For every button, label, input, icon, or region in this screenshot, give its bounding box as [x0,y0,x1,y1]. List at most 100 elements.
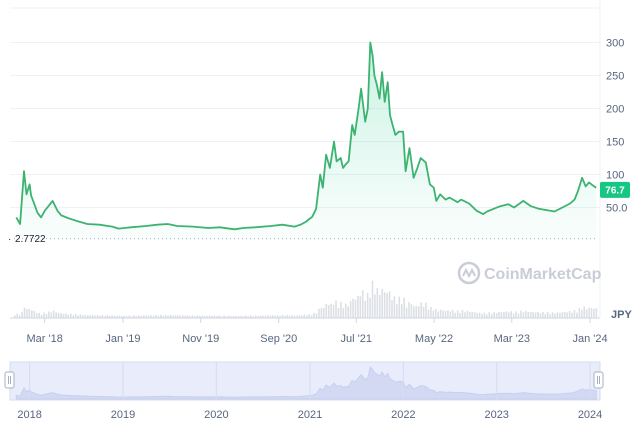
volume-bar [354,299,357,318]
volume-bar [18,315,21,318]
volume-bar [140,315,143,318]
volume-bar [500,312,503,318]
volume-bar [576,312,578,318]
volume-bar [313,312,315,318]
volume-bar [588,307,590,318]
volume-bar [449,311,452,318]
volume-bar [45,314,48,318]
volume-bar [55,312,57,318]
range-navigator[interactable] [4,361,604,401]
volume-bar [257,316,259,318]
volume-bar [281,314,284,318]
volume-bar [235,316,238,318]
volume-bar [16,313,19,318]
x-tick-label: Nov '19 [182,333,219,345]
volume-bar [169,314,172,318]
volume-bar [274,315,276,318]
volume-bar [225,316,228,318]
volume-bar [65,313,67,318]
volume-bar [206,315,208,318]
volume-bar [563,311,566,318]
volume-bar [208,315,211,318]
navigator-left-handle[interactable] [4,371,15,389]
volume-bar [439,309,442,318]
volume-bar [393,296,396,318]
volume-bar [408,302,410,318]
volume-bar [288,315,291,318]
volume-bar [512,313,515,318]
volume-bar [72,315,74,318]
volume-bar [150,315,152,318]
volume-bar [381,288,384,318]
volume-bar [89,315,92,318]
volume-bar [189,316,191,318]
volume-bar [230,316,233,318]
volume-bar [571,312,573,318]
volume-bar [432,310,435,318]
volume-bar [155,315,157,318]
volume-bar [335,300,337,318]
volume-bar [379,295,381,318]
volume-bar [254,315,257,318]
navigator-tick-label: 2021 [298,409,322,421]
volume-bar [464,312,466,318]
volume-bar [43,312,45,318]
navigator-right-handle[interactable] [593,371,604,389]
volume-bar [546,312,549,318]
coinmarketcap-logo-icon [457,261,481,285]
volume-bar [403,297,405,318]
volume-bar [507,312,510,318]
volume-bar [164,314,167,318]
volume-bar [425,302,427,318]
volume-bar [303,314,306,318]
volume-bar [67,314,70,318]
volume-bar [264,315,267,318]
volume-bar [306,315,308,318]
volume-bar [84,314,87,318]
volume-bar [133,315,135,318]
volume-bar [461,310,464,318]
volume-bar [82,315,84,318]
volume-bar [417,306,420,318]
volume-bar [250,315,252,318]
volume-bar [116,315,118,318]
volume-bar [420,302,422,318]
volume-bar [437,311,439,318]
volume-bar [147,315,150,318]
volume-bar [267,315,269,318]
volume-bar [344,303,347,318]
x-tick-label: Mar '18 [27,333,63,345]
volume-bar [320,307,323,318]
volume-bar [31,310,33,318]
volume-bar [247,316,250,318]
volume-bar [191,315,194,318]
volume-bar [242,316,245,318]
volume-bar [215,316,218,318]
volume-bar [413,306,415,318]
volume-bar [145,315,147,318]
volume-bar [396,304,398,318]
volume-bar [444,310,447,318]
price-line [15,41,597,231]
navigator-tick-label: 2023 [484,409,508,421]
volume-bar [138,315,140,318]
volume-bar [35,313,38,318]
x-tick-label: May '22 [415,333,453,345]
volume-bar [554,313,556,318]
watermark-text: CoinMarketCap [484,266,602,283]
navigator-tick-label: 2019 [111,409,135,421]
volume-bar [454,312,457,318]
volume-bar [490,313,493,318]
volume-bar [525,310,527,318]
volume-bar [469,311,471,318]
volume-bar [318,308,320,318]
volume-bar [537,311,539,318]
coinmarketcap-watermark: CoinMarketCap [457,261,602,285]
volume-bar [108,315,111,318]
volume-bar [505,311,508,318]
volume-bar [296,315,298,318]
volume-bar [323,308,325,318]
volume-bar [573,310,576,318]
volume-bar [566,312,568,318]
x-tick-label: Jul '21 [341,333,372,345]
